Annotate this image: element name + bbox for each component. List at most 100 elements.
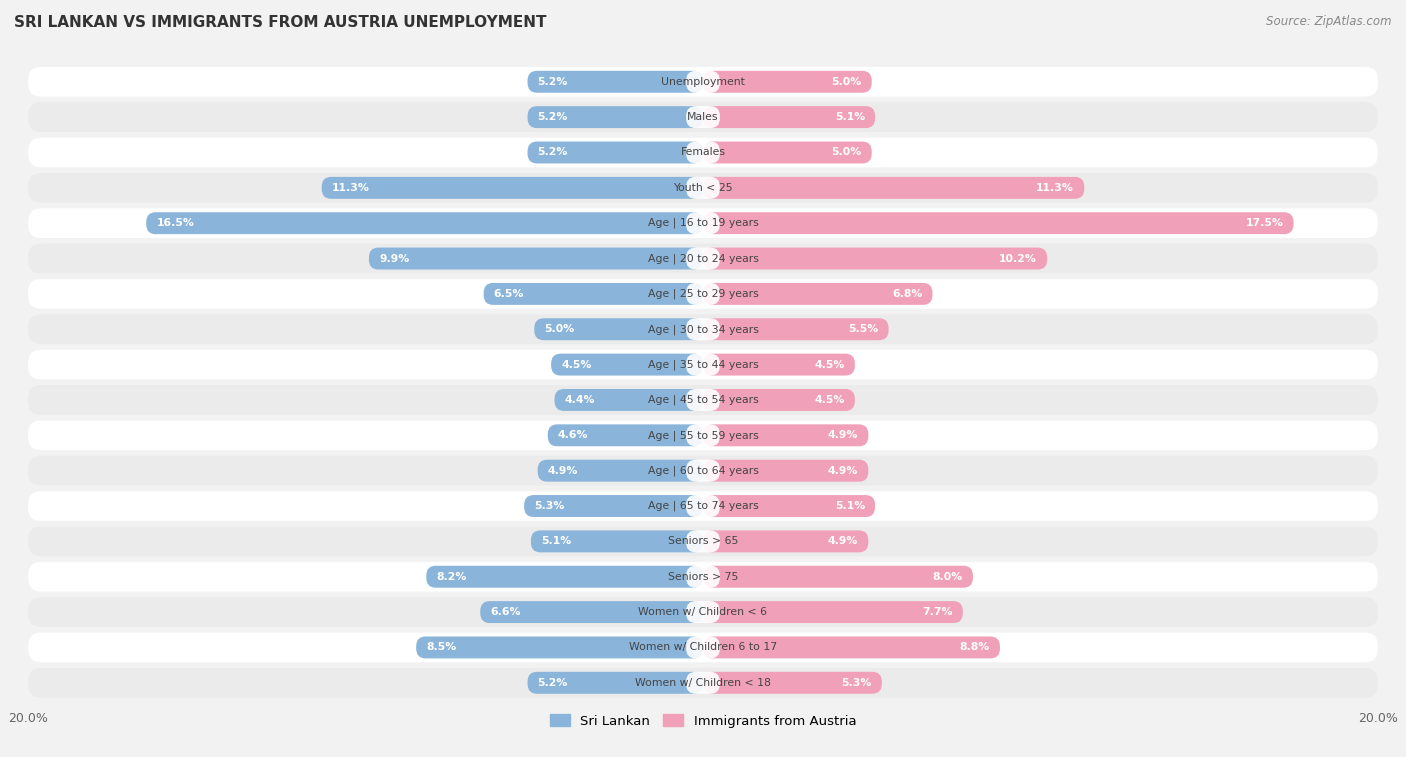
Text: 6.6%: 6.6%	[491, 607, 520, 617]
FancyBboxPatch shape	[416, 637, 703, 659]
Text: Males: Males	[688, 112, 718, 122]
FancyBboxPatch shape	[686, 425, 720, 447]
FancyBboxPatch shape	[146, 212, 703, 234]
FancyBboxPatch shape	[322, 177, 703, 199]
Text: 6.8%: 6.8%	[891, 289, 922, 299]
FancyBboxPatch shape	[481, 601, 703, 623]
FancyBboxPatch shape	[527, 71, 703, 93]
FancyBboxPatch shape	[703, 142, 872, 164]
Text: 5.0%: 5.0%	[831, 76, 862, 87]
Text: 4.5%: 4.5%	[814, 360, 845, 369]
Text: Age | 65 to 74 years: Age | 65 to 74 years	[648, 501, 758, 511]
FancyBboxPatch shape	[28, 668, 1378, 698]
Text: 4.9%: 4.9%	[828, 430, 858, 441]
FancyBboxPatch shape	[28, 562, 1378, 591]
Text: 10.2%: 10.2%	[1000, 254, 1038, 263]
Text: 5.2%: 5.2%	[537, 148, 568, 157]
Text: 5.1%: 5.1%	[541, 537, 571, 547]
FancyBboxPatch shape	[703, 531, 869, 553]
Text: Age | 60 to 64 years: Age | 60 to 64 years	[648, 466, 758, 476]
FancyBboxPatch shape	[686, 106, 720, 128]
FancyBboxPatch shape	[686, 354, 720, 375]
FancyBboxPatch shape	[703, 212, 1294, 234]
FancyBboxPatch shape	[551, 354, 703, 375]
FancyBboxPatch shape	[484, 283, 703, 305]
FancyBboxPatch shape	[686, 283, 720, 305]
Text: Women w/ Children < 18: Women w/ Children < 18	[636, 678, 770, 688]
FancyBboxPatch shape	[703, 637, 1000, 659]
Text: Age | 20 to 24 years: Age | 20 to 24 years	[648, 254, 758, 263]
Text: 5.2%: 5.2%	[537, 678, 568, 688]
Text: 5.5%: 5.5%	[848, 324, 879, 335]
Text: 8.5%: 8.5%	[426, 643, 457, 653]
Text: 5.3%: 5.3%	[841, 678, 872, 688]
Text: 4.4%: 4.4%	[565, 395, 595, 405]
FancyBboxPatch shape	[703, 601, 963, 623]
Text: Seniors > 75: Seniors > 75	[668, 572, 738, 581]
Text: 11.3%: 11.3%	[332, 183, 370, 193]
Text: Age | 55 to 59 years: Age | 55 to 59 years	[648, 430, 758, 441]
Text: 5.2%: 5.2%	[537, 76, 568, 87]
Text: 5.1%: 5.1%	[835, 501, 865, 511]
FancyBboxPatch shape	[703, 71, 872, 93]
FancyBboxPatch shape	[686, 495, 720, 517]
FancyBboxPatch shape	[28, 456, 1378, 485]
Text: 6.5%: 6.5%	[494, 289, 524, 299]
Text: 9.9%: 9.9%	[380, 254, 409, 263]
FancyBboxPatch shape	[703, 106, 875, 128]
FancyBboxPatch shape	[28, 633, 1378, 662]
FancyBboxPatch shape	[703, 565, 973, 587]
FancyBboxPatch shape	[703, 672, 882, 693]
FancyBboxPatch shape	[28, 102, 1378, 132]
FancyBboxPatch shape	[527, 672, 703, 693]
Text: 4.5%: 4.5%	[561, 360, 592, 369]
Text: Source: ZipAtlas.com: Source: ZipAtlas.com	[1267, 15, 1392, 28]
Text: 5.0%: 5.0%	[831, 148, 862, 157]
Text: Age | 45 to 54 years: Age | 45 to 54 years	[648, 394, 758, 405]
FancyBboxPatch shape	[703, 389, 855, 411]
Text: Age | 35 to 44 years: Age | 35 to 44 years	[648, 360, 758, 370]
FancyBboxPatch shape	[686, 672, 720, 693]
Text: Females: Females	[681, 148, 725, 157]
Text: 5.2%: 5.2%	[537, 112, 568, 122]
FancyBboxPatch shape	[28, 244, 1378, 273]
Text: 11.3%: 11.3%	[1036, 183, 1074, 193]
FancyBboxPatch shape	[686, 531, 720, 553]
FancyBboxPatch shape	[686, 177, 720, 199]
Text: Women w/ Children < 6: Women w/ Children < 6	[638, 607, 768, 617]
Text: 4.9%: 4.9%	[828, 537, 858, 547]
FancyBboxPatch shape	[426, 565, 703, 587]
Text: 7.7%: 7.7%	[922, 607, 953, 617]
FancyBboxPatch shape	[686, 389, 720, 411]
Text: Age | 25 to 29 years: Age | 25 to 29 years	[648, 288, 758, 299]
Text: SRI LANKAN VS IMMIGRANTS FROM AUSTRIA UNEMPLOYMENT: SRI LANKAN VS IMMIGRANTS FROM AUSTRIA UN…	[14, 15, 547, 30]
Text: 4.5%: 4.5%	[814, 395, 845, 405]
FancyBboxPatch shape	[703, 248, 1047, 269]
Text: 16.5%: 16.5%	[156, 218, 194, 228]
Text: Women w/ Children 6 to 17: Women w/ Children 6 to 17	[628, 643, 778, 653]
Text: 8.2%: 8.2%	[436, 572, 467, 581]
Text: Youth < 25: Youth < 25	[673, 183, 733, 193]
Text: 17.5%: 17.5%	[1246, 218, 1284, 228]
FancyBboxPatch shape	[524, 495, 703, 517]
Text: 4.6%: 4.6%	[558, 430, 588, 441]
FancyBboxPatch shape	[703, 177, 1084, 199]
FancyBboxPatch shape	[686, 565, 720, 587]
FancyBboxPatch shape	[28, 314, 1378, 344]
FancyBboxPatch shape	[368, 248, 703, 269]
FancyBboxPatch shape	[686, 71, 720, 93]
FancyBboxPatch shape	[703, 354, 855, 375]
FancyBboxPatch shape	[28, 385, 1378, 415]
FancyBboxPatch shape	[537, 459, 703, 481]
Text: 5.3%: 5.3%	[534, 501, 565, 511]
Text: Unemployment: Unemployment	[661, 76, 745, 87]
Text: 4.9%: 4.9%	[828, 466, 858, 475]
FancyBboxPatch shape	[527, 142, 703, 164]
FancyBboxPatch shape	[28, 208, 1378, 238]
Text: 5.0%: 5.0%	[544, 324, 575, 335]
FancyBboxPatch shape	[686, 212, 720, 234]
FancyBboxPatch shape	[534, 318, 703, 340]
FancyBboxPatch shape	[703, 318, 889, 340]
FancyBboxPatch shape	[703, 425, 869, 447]
FancyBboxPatch shape	[686, 248, 720, 269]
